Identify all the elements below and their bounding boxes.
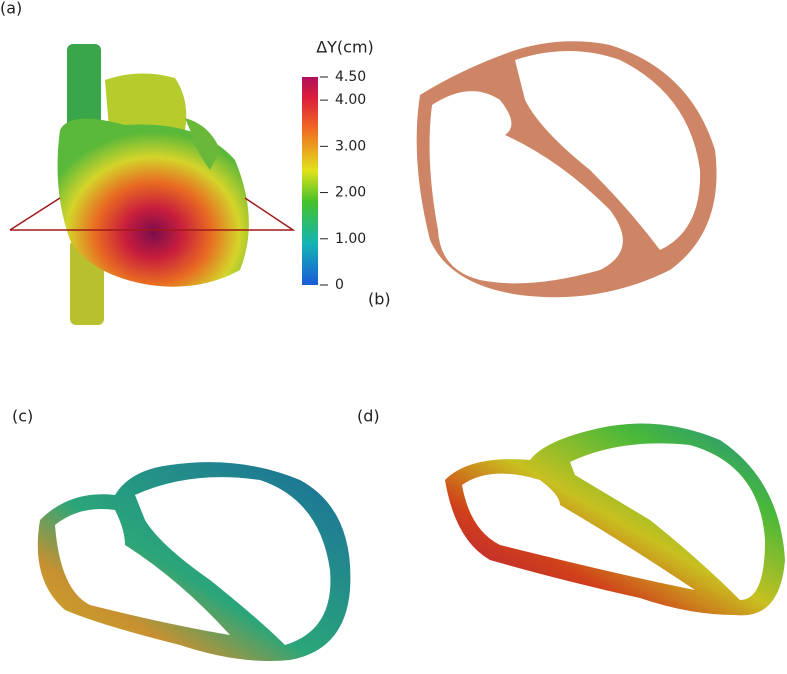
heart-model [9, 44, 296, 325]
slice-b [416, 41, 717, 298]
colorbar-tick-label: 0 [335, 277, 344, 293]
panel-label: (b) [368, 290, 391, 309]
panel-label: (a) [0, 0, 22, 18]
panel-label: (d) [357, 407, 380, 426]
colorbar-tick-label: 4.00 [335, 92, 366, 108]
panel-label: (c) [12, 407, 33, 426]
slice-c [37, 462, 351, 661]
colorbar-tick-label: 1.00 [335, 231, 366, 247]
slice-d [445, 423, 785, 616]
colorbar-title: ΔY(cm) [316, 38, 374, 57]
colorbar-tick-label: 4.50 [335, 69, 366, 85]
colorbar-tick-label: 3.00 [335, 138, 366, 154]
colorbar-ticks: 4.50 4.00 3.00 2.00 1.00 0 [320, 69, 366, 293]
colorbar [302, 77, 318, 285]
colorbar-tick-label: 2.00 [335, 185, 366, 201]
